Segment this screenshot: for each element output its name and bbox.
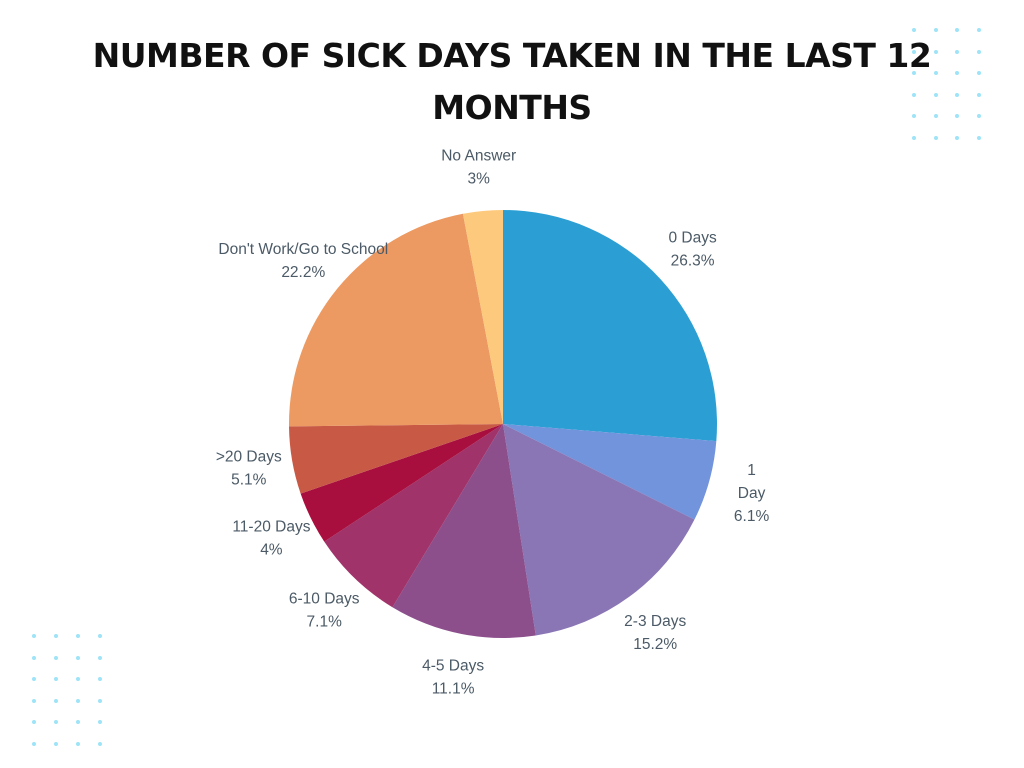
decor-dot: [76, 634, 80, 638]
decor-dot: [32, 677, 36, 681]
slice-label-7: Don't Work/Go to School 22.2%: [218, 241, 388, 281]
decor-dot: [955, 135, 959, 140]
decor-dot: [976, 114, 981, 118]
decor-dot: [933, 49, 938, 54]
slice-label-1: 1 Day 6.1%: [734, 462, 770, 525]
decor-dot: [976, 71, 981, 75]
decor-dot: [54, 698, 58, 703]
decor-dot: [933, 71, 938, 75]
decor-dot: [912, 135, 916, 140]
decor-dot: [955, 71, 959, 75]
decor-dot: [933, 92, 938, 97]
decor-dot: [32, 698, 36, 703]
slice-label-0: 0 Days 26.3%: [668, 230, 716, 270]
decor-dot: [912, 92, 916, 97]
pie-slice-6: [289, 424, 503, 494]
decor-dot: [976, 28, 981, 32]
decor-dot: [98, 741, 102, 746]
decor-dot: [98, 677, 102, 681]
decor-dot: [955, 49, 959, 54]
decor-dot: [976, 92, 981, 97]
slice-label-6: >20 Days 5.1%: [216, 448, 282, 488]
decor-dot: [976, 135, 981, 140]
decor-dot: [98, 698, 102, 703]
decor-dot: [76, 698, 80, 703]
decor-dot: [933, 135, 938, 140]
decor-dot: [912, 114, 916, 118]
decor-dot: [912, 28, 916, 32]
decor-dot: [98, 720, 102, 724]
slice-label-3: 4-5 Days 11.1%: [422, 658, 484, 698]
slice-label-2: 2-3 Days 15.2%: [624, 613, 686, 653]
decor-dot: [933, 28, 938, 32]
pie-slice-8: [462, 210, 503, 424]
decor-dot: [32, 720, 36, 724]
decor-dot: [955, 92, 959, 97]
pie-slice-2: [503, 424, 695, 636]
pie-slices: [288, 210, 718, 638]
pie-slice-5: [300, 424, 503, 542]
decor-dot: [76, 741, 80, 746]
pie-slice-3: [392, 424, 536, 638]
decor-dot: [98, 655, 102, 660]
decor-dot: [54, 655, 58, 660]
decor-dot: [54, 720, 58, 724]
decor-dot: [76, 677, 80, 681]
decor-dot: [976, 49, 981, 54]
pie-labels: 0 Days 26.3% 1 Day 6.1% 2-3 Days 15.2% 4-5 Days…: [216, 148, 770, 698]
decor-dot: [98, 634, 102, 638]
slice-label-5: 11-20 Days 4%: [232, 518, 310, 558]
decor-dot: [32, 655, 36, 660]
chart-title: NUMBER OF SICK DAYS TAKEN IN THE LAST 12…: [92, 36, 932, 127]
decor-dot: [912, 49, 916, 54]
pie-slice-7: [288, 213, 503, 427]
decor-dot: [76, 720, 80, 724]
decor-dot: [54, 741, 58, 746]
decor-dot: [54, 634, 58, 638]
decor-dot: [76, 655, 80, 660]
decor-dot: [54, 677, 58, 681]
decor-dot: [933, 114, 938, 118]
slice-label-8: No Answer 3%: [441, 148, 516, 188]
decor-dot: [32, 634, 36, 638]
pie-slice-1: [503, 424, 717, 520]
slice-label-4: 6-10 Days 7.1%: [289, 591, 360, 631]
decor-dot: [32, 741, 36, 746]
decor-dot: [912, 71, 916, 75]
decor-dot: [955, 28, 959, 32]
pie-slice-0: [503, 210, 718, 442]
decor-dot: [955, 114, 959, 118]
pie-slice-4: [324, 424, 503, 608]
